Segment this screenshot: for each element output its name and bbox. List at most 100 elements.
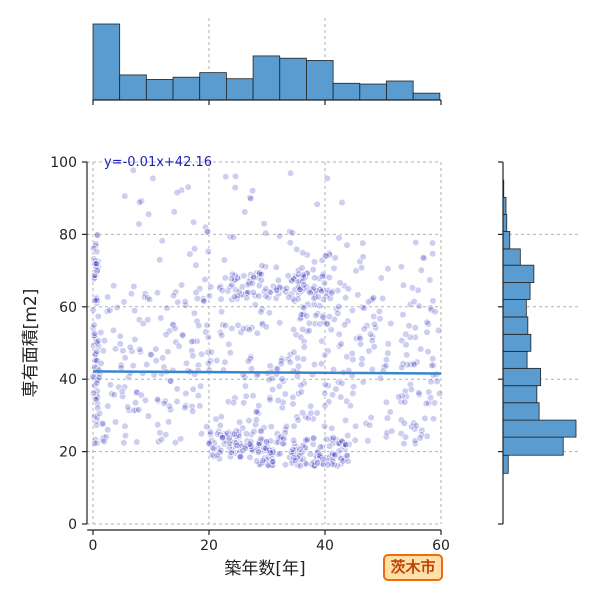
scatter-point [224, 287, 232, 295]
scatter-point [298, 264, 306, 272]
scatter-point [400, 440, 408, 448]
scatter-point [397, 263, 406, 271]
scatter-point [297, 381, 305, 389]
scatter-point [309, 440, 317, 448]
scatter-point [204, 333, 212, 341]
scatter-point [121, 192, 129, 200]
scatter-point [239, 325, 248, 333]
right-hist-bar [502, 385, 538, 404]
y-tick-label: 20 [59, 445, 77, 461]
scatter-point [222, 321, 230, 330]
scatter-point [236, 418, 244, 426]
scatter-point [218, 308, 226, 316]
scatter-point [410, 360, 419, 369]
scatter-point [131, 335, 139, 344]
scatter-point [384, 265, 392, 273]
scatter-point [156, 429, 164, 437]
scatter-point [364, 437, 372, 445]
scatter-point [282, 284, 291, 292]
scatter-point [90, 321, 98, 329]
scatter-point [266, 394, 274, 402]
scatter-point [89, 373, 97, 381]
scatter-point [197, 430, 206, 438]
scatter-point [412, 238, 420, 247]
scatter-point [106, 381, 115, 389]
scatter-point [316, 320, 324, 328]
scatter-point [411, 440, 419, 448]
y-tick-label: 60 [59, 300, 77, 316]
scatter-point [246, 194, 254, 202]
top-hist-bar [252, 55, 281, 101]
scatter-point [325, 273, 334, 282]
scatter-point [92, 421, 100, 429]
scatter-point [294, 354, 302, 362]
scatter-point [159, 354, 167, 362]
scatter-point [405, 322, 413, 330]
scatter-point [423, 318, 431, 326]
scatter-point [144, 316, 152, 324]
scatter-point [335, 330, 343, 338]
scatter-point [247, 365, 256, 373]
scatter-point [368, 365, 376, 374]
top-hist-bar [279, 57, 307, 101]
scatter-point [300, 337, 308, 346]
scatter-point [435, 326, 443, 335]
scatter-point [99, 419, 107, 428]
top-hist-bar [145, 79, 174, 101]
scatter-point [212, 415, 220, 423]
top-hist-bar [332, 82, 361, 101]
scatter-point [189, 385, 197, 393]
scatter-point [299, 325, 307, 334]
scatter-point [161, 397, 169, 405]
scatter-point [230, 430, 238, 438]
scatter-point [244, 281, 252, 289]
scatter-point [338, 379, 346, 387]
scatter-point [428, 361, 436, 370]
scatter-point [204, 359, 213, 368]
scatter-point [116, 332, 124, 340]
scatter-point [309, 266, 317, 274]
scatter-point [206, 430, 214, 438]
scatter-point [310, 458, 318, 466]
y-tick-label: 80 [59, 227, 77, 243]
scatter-point [222, 173, 230, 181]
scatter-point [269, 385, 277, 394]
scatter-point [370, 312, 378, 321]
scatter-point [354, 291, 362, 299]
scatter-point [329, 391, 337, 399]
scatter-point [294, 416, 302, 424]
scatter-point [290, 436, 298, 444]
scatter-point [411, 333, 419, 341]
scatter-point [173, 385, 181, 393]
scatter-point [322, 252, 330, 260]
scatter-point [429, 250, 437, 258]
scatter-point [245, 417, 253, 425]
scatter-point [412, 422, 420, 430]
scatter-point [399, 311, 407, 319]
scatter-point [318, 272, 327, 280]
scatter-point [310, 294, 318, 303]
scatter-point [228, 324, 236, 333]
scatter-point [313, 409, 321, 417]
scatter-point [91, 436, 100, 444]
scatter-point [423, 432, 431, 440]
scatter-point [291, 286, 299, 294]
scatter-point [219, 321, 227, 329]
scatter-point [300, 281, 308, 289]
scatter-point [305, 287, 313, 296]
scatter-point [382, 398, 391, 406]
scatter-point [247, 195, 255, 203]
scatter-point [209, 444, 217, 452]
scatter-point [221, 274, 229, 282]
scatter-point [410, 298, 418, 306]
scatter-point [206, 428, 215, 436]
scatter-point [267, 423, 275, 431]
scatter-point [402, 341, 410, 349]
scatter-point [384, 349, 392, 357]
scatter-point [95, 409, 104, 418]
right-hist-bar [502, 264, 535, 283]
scatter-point [257, 427, 265, 435]
scatter-point [171, 439, 179, 447]
scatter-point [289, 445, 297, 454]
